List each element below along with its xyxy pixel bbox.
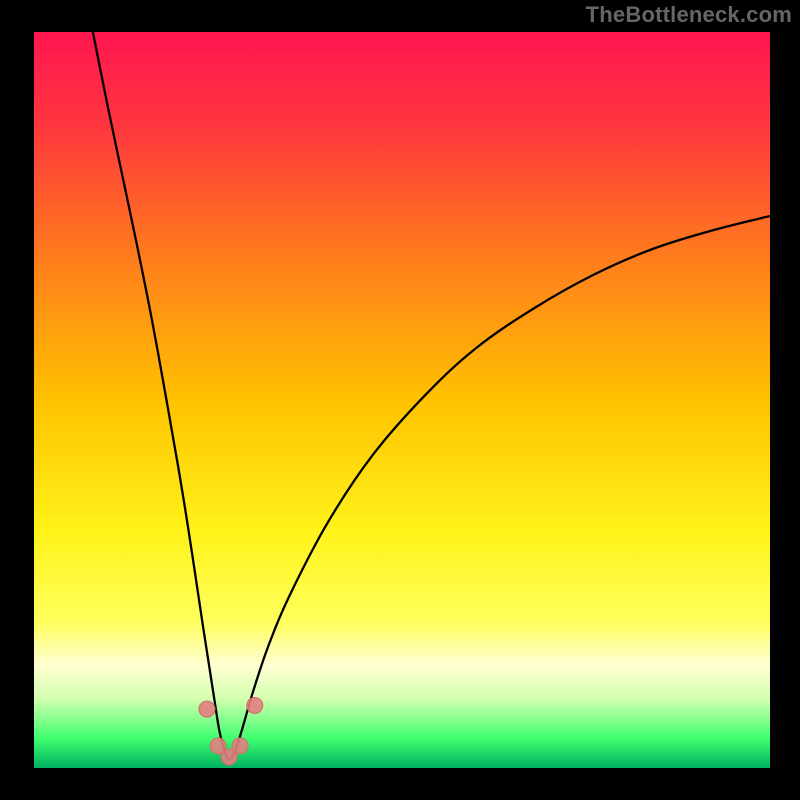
chart-stage: TheBottleneck.com <box>0 0 800 800</box>
watermark-label: TheBottleneck.com <box>586 2 792 28</box>
gradient-background <box>34 32 770 768</box>
chart-svg <box>34 32 770 768</box>
marker-dot <box>232 738 248 754</box>
plot-area <box>34 32 770 768</box>
marker-dot <box>247 697 263 713</box>
marker-dot <box>199 701 215 717</box>
